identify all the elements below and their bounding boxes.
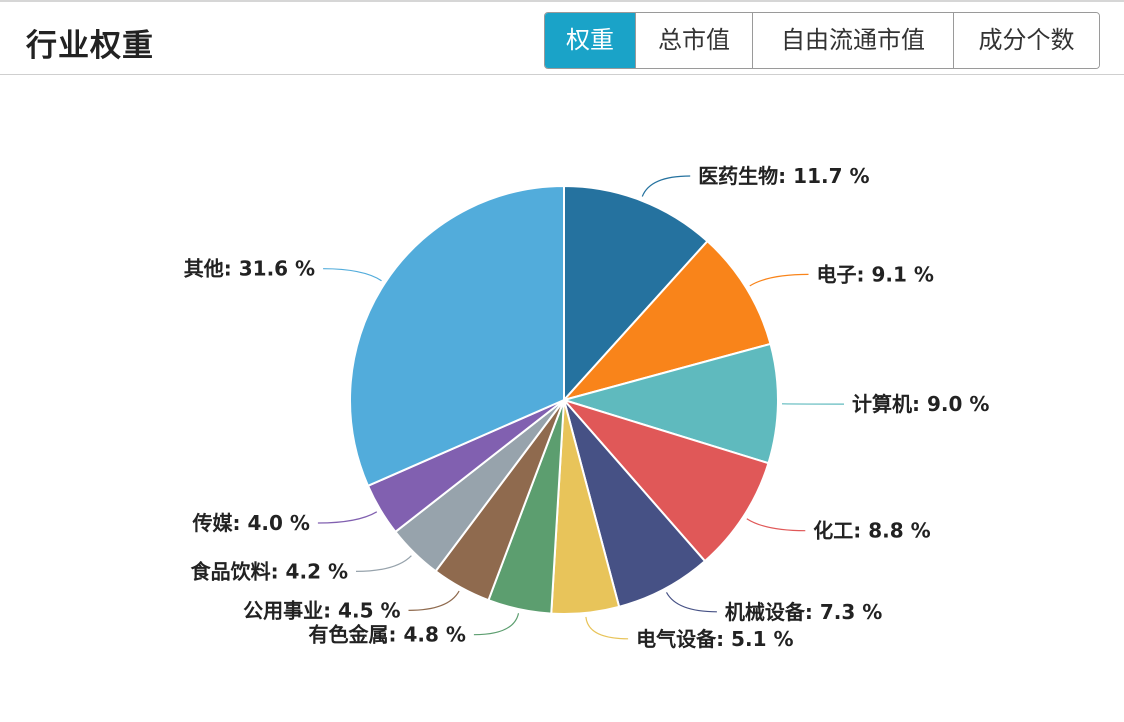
pie-slice-0[interactable] bbox=[563, 184, 709, 403]
data-label-1: 电子: 9.1 % bbox=[817, 262, 934, 286]
data-label-9: 传媒: 4.0 % bbox=[191, 511, 309, 535]
tab-free-float-market-cap[interactable]: 自由流通市值 bbox=[752, 13, 953, 68]
leader-line-7 bbox=[408, 590, 460, 611]
tab-constituent-count[interactable]: 成分个数 bbox=[953, 13, 1099, 68]
data-label-4: 机械设备: 7.3 % bbox=[725, 600, 882, 624]
data-label-10: 其他: 31.6 % bbox=[184, 257, 315, 281]
top-border bbox=[0, 0, 1124, 2]
leader-line-6 bbox=[473, 613, 520, 636]
leader-line-8 bbox=[355, 555, 412, 572]
header: 行业权重 权重 总市值 自由流通市值 成分个数 bbox=[0, 2, 1124, 75]
tab-total-market-cap[interactable]: 总市值 bbox=[635, 13, 752, 68]
leader-line-5 bbox=[585, 616, 629, 640]
page-title: 行业权重 bbox=[26, 28, 154, 64]
leader-line-0 bbox=[641, 175, 691, 197]
pie-slice-2[interactable] bbox=[560, 342, 779, 465]
pie-slice-4[interactable] bbox=[563, 399, 707, 609]
pie-chart: 医药生物: 11.7 % 电子: 9.1 % 计算机: 9.0 % 化工: 8.8 %… bbox=[184, 164, 990, 651]
leader-line-3 bbox=[746, 518, 806, 532]
tab-weight[interactable]: 权重 bbox=[545, 13, 635, 68]
leader-line-9 bbox=[317, 511, 378, 524]
tab-group: 权重 总市值 自由流通市值 成分个数 bbox=[544, 12, 1100, 69]
leader-line-10 bbox=[323, 268, 382, 282]
data-label-8: 食品饮料: 4.2 % bbox=[191, 559, 348, 583]
data-label-7: 公用事业: 4.5 % bbox=[243, 598, 400, 622]
data-label-3: 化工: 8.8 % bbox=[813, 519, 930, 543]
data-label-2: 计算机: 9.0 % bbox=[852, 392, 989, 416]
leader-line-4 bbox=[665, 592, 717, 613]
leader-line-1 bbox=[749, 273, 809, 287]
data-label-5: 电气设备: 5.1 % bbox=[636, 627, 793, 651]
data-label-6: 有色金属: 4.8 % bbox=[308, 623, 465, 647]
pie-slice-1[interactable] bbox=[560, 239, 772, 402]
pie-slice-10[interactable] bbox=[349, 184, 565, 488]
data-label-0: 医药生物: 11.7 % bbox=[698, 164, 869, 188]
pie-slice-3[interactable] bbox=[560, 398, 770, 563]
